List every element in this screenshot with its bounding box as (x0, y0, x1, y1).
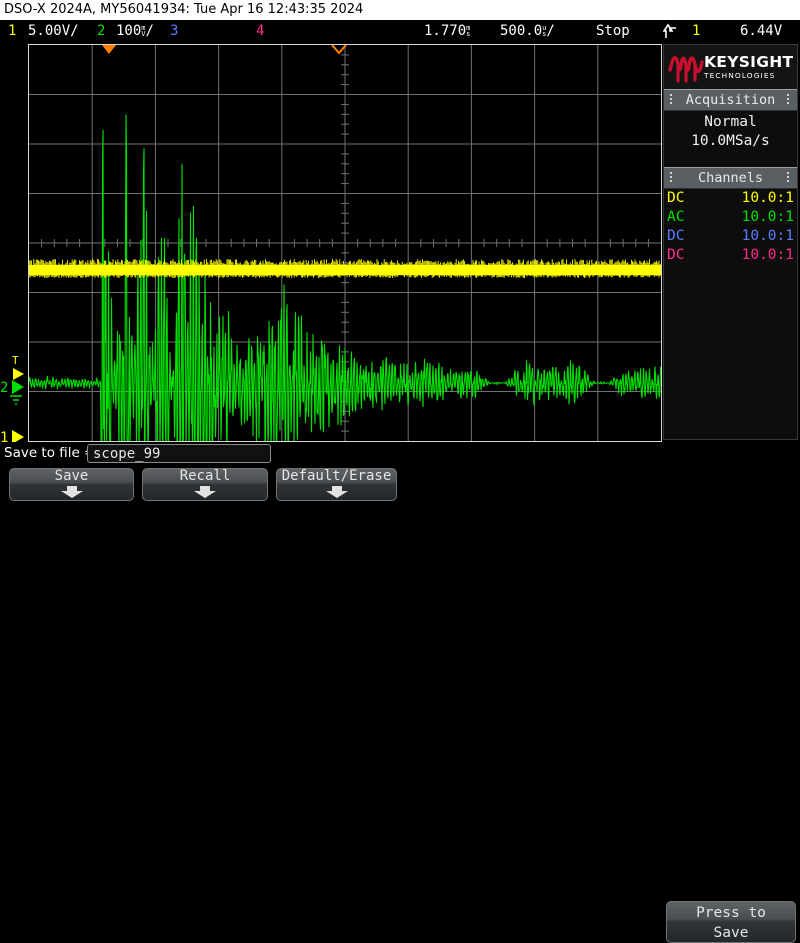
graticule-svg (29, 45, 661, 441)
ch2-scale-value: 100 (116, 23, 142, 39)
grip-handle-right-icon (785, 172, 793, 184)
channel-3-coupling: DC (667, 228, 685, 244)
waveform-graticule[interactable] (28, 44, 662, 442)
channel-2-probe-ratio: 10.0:1 (741, 209, 794, 225)
filename-input[interactable]: scope_99 (87, 444, 271, 463)
brand-subtitle: TECHNOLOGIES (704, 71, 776, 81)
save-button-label: Save (54, 468, 89, 484)
grip-handle-left-icon (668, 94, 676, 106)
ch2-trace-path (29, 114, 661, 441)
window-title-bar: DSO-X 2024A, MY56041934: Tue Apr 16 12:4… (0, 0, 800, 20)
save-button[interactable]: Save (9, 468, 134, 501)
channel-1-waveform (29, 259, 661, 278)
brand-name: KEYSIGHT (704, 52, 794, 71)
trigger-marker-label: T (12, 354, 19, 367)
trigger-level[interactable]: 6.44V (740, 23, 783, 39)
channel-row-1[interactable]: DC 10.0:1 (664, 189, 797, 208)
channel-1-probe-ratio: 10.0:1 (741, 190, 794, 206)
channel-3-probe-ratio: 10.0:1 (741, 228, 794, 244)
keysight-logo: KEYSIGHT TECHNOLOGIES (664, 45, 797, 89)
down-arrow-icon (194, 486, 216, 498)
acquisition-sample-rate: 10.0MSa/s (691, 133, 770, 149)
press-to-save-line1: Press to (696, 905, 766, 921)
left-markers-svg: T 2 1 (0, 354, 24, 455)
keysight-wave-logo-icon (668, 56, 704, 83)
channel-2-waveform (29, 114, 661, 441)
acquisition-mode[interactable]: Normal (704, 114, 757, 130)
channel-1-indicator[interactable]: 1 (8, 23, 17, 39)
ch2-ground-marker (12, 380, 24, 394)
grip-handle-left-icon (668, 172, 676, 184)
rising-edge-icon[interactable] (662, 23, 677, 46)
channel-4-coupling: DC (667, 247, 685, 263)
recall-button[interactable]: Recall (142, 468, 268, 501)
press-to-save-button[interactable]: Press to Save (666, 901, 796, 943)
keysight-wordmark: KEYSIGHT TECHNOLOGIES (704, 52, 794, 81)
horizontal-delay[interactable]: 1.770 m s (424, 20, 470, 42)
channel-row-4[interactable]: DC 10.0:1 (664, 246, 797, 265)
grip-handle-right-icon (785, 94, 793, 106)
channel-2-indicator[interactable]: 2 (97, 23, 106, 39)
default-erase-button[interactable]: Default/Erase (276, 468, 397, 501)
down-arrow-icon (325, 486, 348, 498)
channel-2-vertical-scale[interactable]: 100 m V / (116, 20, 154, 42)
ch1-ground-marker (12, 430, 24, 444)
status-settings-bar: 1 5.00V/ 2 100 m V/ 3 4 1.770 m s 500.0 u s / S… (0, 20, 800, 42)
ch2-ground-symbol (10, 395, 22, 405)
press-to-save-line2: Save (713, 925, 749, 941)
channels-header-label: Channels (697, 170, 764, 186)
channel-1-vertical-scale[interactable]: 5.00V/ (28, 23, 79, 39)
ch1-ground-label: 1 (0, 430, 8, 442)
down-arrow-icon (60, 486, 83, 498)
ch2-ground-label: 2 (0, 380, 8, 396)
right-sidebar: KEYSIGHT TECHNOLOGIES Acquisition Normal… (663, 44, 798, 440)
channel-4-indicator[interactable]: 4 (256, 23, 265, 39)
delay-value: 1.770 (424, 23, 467, 39)
recall-button-label: Recall (179, 468, 231, 484)
save-to-file-label: Save to file = (4, 445, 96, 461)
timebase-value: 500.0 (500, 23, 543, 39)
acquisition-header-label: Acquisition (685, 92, 776, 108)
channel-2-coupling: AC (667, 209, 685, 225)
ch1-trace-speckle (29, 259, 661, 278)
channel-3-indicator[interactable]: 3 (170, 23, 179, 39)
trigger-position-marker (102, 45, 116, 54)
delay-reference-marker (331, 45, 347, 55)
channels-section-body: DC 10.0:1 AC 10.0:1 DC 10.0:1 DC 10.0:1 (664, 189, 797, 265)
bottom-softkey-panel: Save to file = scope_99 Save Recall Defa… (0, 442, 800, 943)
acquisition-section-body: Normal 10.0MSa/s (664, 111, 797, 151)
timebase-slash: / (546, 23, 555, 39)
acquisition-section-header[interactable]: Acquisition (664, 89, 797, 111)
trigger-source[interactable]: 1 (692, 23, 701, 39)
run-stop-state[interactable]: Stop (596, 23, 630, 39)
default-erase-button-label: Default/Erase (281, 468, 392, 484)
center-axis-ticks (41, 54, 649, 432)
trigger-level-marker (13, 368, 24, 380)
left-marker-gutter: T 2 1 (0, 44, 28, 455)
channels-section-header[interactable]: Channels (664, 167, 797, 189)
channel-4-probe-ratio: 10.0:1 (741, 247, 794, 263)
ch2-scale-slash: / (145, 23, 154, 39)
channel-row-2[interactable]: AC 10.0:1 (664, 208, 797, 227)
channel-1-coupling: DC (667, 190, 685, 206)
horizontal-timebase[interactable]: 500.0 u s / (500, 20, 555, 42)
channel-row-3[interactable]: DC 10.0:1 (664, 227, 797, 246)
